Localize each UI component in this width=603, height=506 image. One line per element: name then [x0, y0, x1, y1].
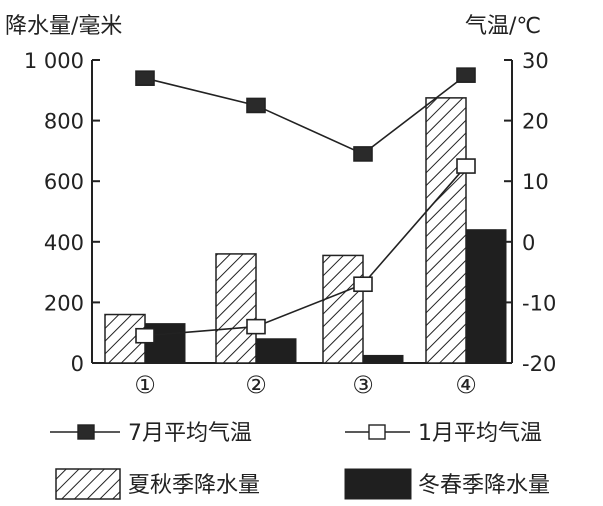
y-right-tick-label: 30 [522, 49, 549, 73]
legend-july-marker [77, 424, 95, 440]
y-right-tick-label: -20 [522, 352, 556, 376]
line-july-temperature [144, 74, 467, 155]
bar-summer-autumn [425, 97, 467, 364]
category-label: ④ [455, 371, 477, 399]
category-labels: ① ② ③ ④ [134, 371, 477, 399]
category-label: ③ [352, 371, 374, 399]
category-label: ① [134, 371, 156, 399]
legend-summer-autumn-swatch [55, 468, 121, 500]
bars [104, 97, 507, 364]
y-left-tick-label: 0 [71, 352, 84, 376]
point-july-temperature [135, 70, 155, 86]
bar-summer-autumn [215, 253, 257, 364]
legend-january-label: 1月平均气温 [418, 421, 542, 446]
point-january-temperature [246, 318, 266, 335]
y-right-tick-label: 10 [522, 170, 549, 194]
legend-winter-spring-label: 冬春季降水量 [418, 473, 550, 498]
category-label: ② [245, 371, 267, 399]
temperature-lines [135, 67, 476, 344]
legend-winter-spring-swatch [344, 468, 412, 500]
y-left-tick-label: 800 [44, 110, 84, 134]
bar-winter-spring [255, 338, 297, 364]
y-right-tick-label: -10 [522, 291, 556, 315]
legend-summer-autumn-label: 夏秋季降水量 [128, 473, 260, 498]
point-january-temperature [135, 327, 155, 344]
legend-january-marker [368, 424, 386, 440]
bar-winter-spring [465, 229, 507, 364]
y-left-tick-label: 400 [44, 231, 84, 255]
point-january-temperature [456, 158, 476, 174]
y-axis-left-label: 降水量/毫米 [5, 14, 122, 39]
y-left-tick-label: 600 [44, 170, 84, 194]
bar-winter-spring [362, 354, 404, 364]
y-right-tick-label: 0 [522, 231, 535, 255]
y-axis-right-label: 气温/℃ [465, 14, 541, 39]
y-right-tick-label: 20 [522, 110, 549, 134]
bar-summer-autumn [322, 254, 364, 364]
line-january-temperature [144, 165, 467, 337]
y-left-tick-label: 200 [44, 291, 84, 315]
point-july-temperature [353, 146, 373, 162]
point-january-temperature [353, 276, 373, 293]
legend-july-label: 7月平均气温 [128, 421, 252, 446]
point-july-temperature [246, 97, 266, 114]
point-july-temperature [456, 67, 476, 83]
y-left-tick-label: 1 000 [24, 49, 84, 73]
axes: 0 200 400 600 800 1 000 -20 -10 0 10 20 30 [24, 49, 556, 376]
